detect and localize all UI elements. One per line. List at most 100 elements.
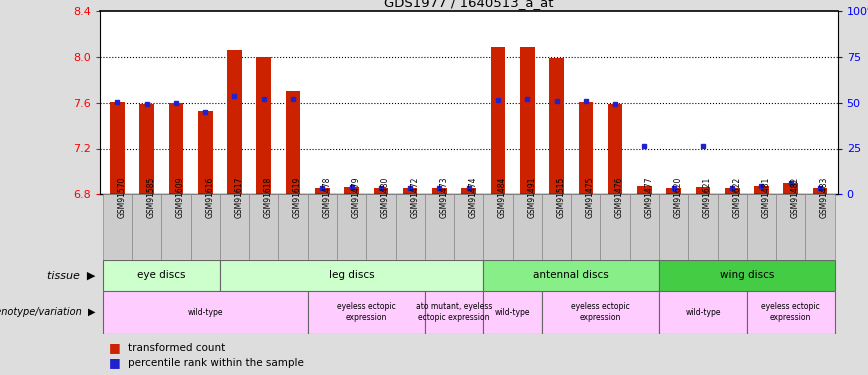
Text: eyeless ectopic
expression: eyeless ectopic expression [571, 303, 630, 322]
Text: GSM91476: GSM91476 [615, 177, 624, 218]
Title: GDS1977 / 1640513_a_at: GDS1977 / 1640513_a_at [384, 0, 554, 9]
Bar [637, 186, 652, 194]
Text: GSM91472: GSM91472 [411, 177, 419, 218]
Bar [718, 194, 746, 260]
Bar [220, 260, 483, 291]
Bar [608, 105, 622, 194]
Bar [307, 194, 337, 260]
Text: wild-type: wild-type [685, 308, 720, 316]
Bar [345, 187, 359, 194]
Text: GSM91616: GSM91616 [205, 177, 214, 218]
Bar [102, 291, 307, 334]
Text: GSM91479: GSM91479 [352, 177, 360, 218]
Bar [168, 103, 183, 194]
Bar [462, 188, 476, 194]
Text: GSM91480: GSM91480 [381, 177, 390, 218]
Text: GSM91491: GSM91491 [527, 177, 536, 218]
Bar [520, 47, 535, 194]
Bar [249, 194, 279, 260]
Bar [812, 188, 827, 194]
Text: GSM91618: GSM91618 [264, 177, 273, 218]
Text: GSM91475: GSM91475 [586, 177, 595, 218]
Bar [483, 260, 659, 291]
Bar [279, 194, 307, 260]
Bar [746, 291, 835, 334]
Bar [161, 194, 191, 260]
Text: GSM91481: GSM91481 [761, 177, 771, 218]
Bar [513, 194, 542, 260]
Text: wing discs: wing discs [720, 270, 774, 280]
Text: GSM91515: GSM91515 [556, 177, 566, 218]
Bar [191, 194, 220, 260]
Bar [337, 194, 366, 260]
Bar [483, 291, 542, 334]
Bar [784, 183, 798, 194]
Bar [542, 194, 571, 260]
Text: GSM91617: GSM91617 [234, 177, 244, 218]
Text: GSM91622: GSM91622 [733, 177, 741, 218]
Bar [754, 186, 769, 194]
Bar [483, 194, 513, 260]
Text: antennal discs: antennal discs [533, 270, 609, 280]
Text: GSM91484: GSM91484 [498, 177, 507, 218]
Bar [198, 111, 213, 194]
Bar [659, 260, 835, 291]
Bar [424, 194, 454, 260]
Bar [140, 105, 154, 194]
Bar [366, 194, 396, 260]
Bar [102, 194, 132, 260]
Text: leg discs: leg discs [329, 270, 374, 280]
Bar [601, 194, 630, 260]
Text: GSM91620: GSM91620 [674, 177, 682, 218]
Bar [256, 57, 271, 194]
Text: GSM91473: GSM91473 [439, 177, 449, 218]
Text: GSM91619: GSM91619 [293, 177, 302, 218]
Bar [227, 50, 242, 194]
Text: wild-type: wild-type [495, 308, 530, 316]
Text: ato mutant, eyeless
ectopic expression: ato mutant, eyeless ectopic expression [416, 303, 492, 322]
Text: GSM91474: GSM91474 [469, 177, 477, 218]
Bar [403, 188, 418, 194]
Bar [432, 188, 447, 194]
Text: tissue  ▶: tissue ▶ [47, 270, 95, 280]
Bar [549, 58, 564, 194]
Text: ■: ■ [108, 356, 121, 369]
Bar [746, 194, 776, 260]
Text: eye discs: eye discs [137, 270, 186, 280]
Text: wild-type: wild-type [187, 308, 223, 316]
Bar [630, 194, 659, 260]
Bar [688, 194, 718, 260]
Bar [315, 188, 330, 194]
Text: GSM91477: GSM91477 [644, 177, 654, 218]
Bar [373, 188, 388, 194]
Bar [490, 47, 505, 194]
Bar [659, 194, 688, 260]
Text: ■: ■ [108, 341, 121, 354]
Bar [667, 188, 681, 194]
Bar [578, 102, 593, 194]
Text: GSM91570: GSM91570 [117, 177, 127, 218]
Text: GSM91478: GSM91478 [322, 177, 332, 218]
Bar [695, 187, 710, 194]
Bar [307, 291, 424, 334]
Bar [542, 291, 659, 334]
Text: GSM91609: GSM91609 [176, 177, 185, 218]
Text: eyeless ectopic
expression: eyeless ectopic expression [337, 303, 396, 322]
Text: genotype/variation  ▶: genotype/variation ▶ [0, 307, 95, 317]
Bar [396, 194, 424, 260]
Bar [286, 92, 300, 194]
Text: GSM91585: GSM91585 [147, 177, 155, 218]
Bar [102, 260, 220, 291]
Text: eyeless ectopic
expression: eyeless ectopic expression [761, 303, 820, 322]
Bar [776, 194, 806, 260]
Bar [424, 291, 483, 334]
Text: GSM91483: GSM91483 [820, 177, 829, 218]
Text: GSM91482: GSM91482 [791, 177, 799, 218]
Bar [454, 194, 483, 260]
Bar [725, 188, 740, 194]
Bar [132, 194, 161, 260]
Text: percentile rank within the sample: percentile rank within the sample [128, 358, 304, 368]
Bar [571, 194, 601, 260]
Bar [659, 291, 746, 334]
Bar [806, 194, 835, 260]
